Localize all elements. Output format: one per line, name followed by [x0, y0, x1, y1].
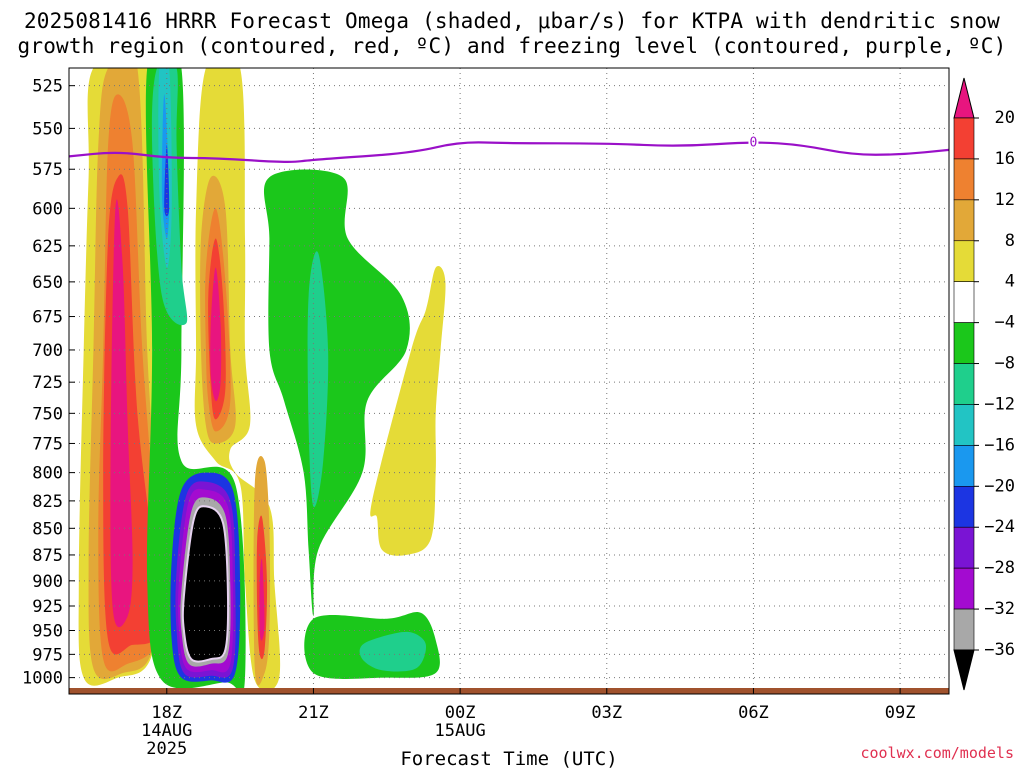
freezing-level-label-bg	[748, 134, 759, 149]
y-tick-label-550: 550	[32, 119, 63, 139]
y-tick-label-900: 900	[32, 572, 63, 592]
y-tick-label-875: 875	[32, 546, 63, 566]
omega-region-neg20-9	[164, 145, 170, 217]
colorbar-box-10	[953, 526, 975, 569]
x-tick-label-03Z: 03Z	[591, 703, 622, 723]
colorbar-box-0	[953, 117, 975, 160]
colorbar-box-8	[953, 445, 975, 487]
y-tick-label-625: 625	[32, 237, 63, 257]
chart-title-line-1: 2025081416 HRRR Forecast Omega (shaded, …	[23, 9, 1001, 33]
colorbar-top-arrow	[953, 77, 975, 119]
colorbar-label-11: −28	[984, 558, 1015, 578]
freezing-level-contour	[68, 141, 950, 163]
colorbar-box-5	[953, 322, 975, 364]
omega-region-neg8-26	[359, 631, 427, 672]
omega-shading-layer	[69, 68, 949, 694]
colorbar-label-2: 12	[995, 190, 1015, 210]
y-tick-label-825: 825	[32, 492, 63, 512]
colorbar-label-0: 20	[995, 108, 1015, 128]
colorbar-label-10: −24	[984, 517, 1015, 537]
omega-region-neg4-23	[263, 169, 410, 616]
contour-layer: 0	[68, 134, 950, 663]
y-tick-label-750: 750	[32, 404, 63, 424]
omega-region-20-4	[110, 199, 133, 628]
omega-region-20-17	[259, 558, 265, 641]
freezing-level-label: 0	[750, 136, 758, 151]
colorbar-box-6	[953, 363, 975, 405]
colorbar: 20 16 12 8 4 −4 −8 −12 −16 −20 −24 −28 −32 −36	[953, 77, 1015, 691]
colorbar-box-3	[953, 240, 975, 282]
x-axis-title: Forecast Time (UTC)	[400, 748, 617, 768]
omega-region-4-27	[370, 265, 446, 556]
y-tick-label-675: 675	[32, 308, 63, 328]
colorbar-label-6: −8	[995, 354, 1015, 374]
y-tick-label-1000: 1000	[22, 669, 63, 689]
y-tick-label-775: 775	[32, 434, 63, 454]
grid-layer	[69, 68, 949, 694]
colorbar-label-12: −32	[984, 599, 1015, 619]
y-tick-label-700: 700	[32, 341, 63, 361]
plot-frame	[68, 67, 950, 695]
colorbar-box-7	[953, 404, 975, 446]
y-tick-label-725: 725	[32, 373, 63, 393]
y-tick-label-575: 575	[32, 160, 63, 180]
colorbar-box-1	[953, 158, 975, 201]
colorbar-bottom-arrow	[953, 649, 975, 691]
omega-region-neg40-22	[182, 506, 229, 662]
colorbar-label-1: 16	[995, 149, 1015, 169]
x-tick-label-18Z: 18Z	[151, 703, 182, 723]
axes-layer: 525 550 575 600 625 650 675 700 725 750 775 800 825 8…	[22, 67, 950, 759]
surface-bar	[69, 688, 949, 694]
y-tick-label-925: 925	[32, 597, 63, 617]
chart-title-line-2: growth region (contoured, red, ºC) and f…	[17, 34, 1007, 58]
omega-region-20-14	[210, 267, 222, 402]
colorbar-box-12	[953, 608, 975, 651]
y-tick-label-950: 950	[32, 621, 63, 641]
x-tick-label-00Z: 00Z	[445, 703, 476, 723]
x-tick-sublabel-18Z-1: 2025	[146, 739, 187, 759]
colorbar-box-11	[953, 567, 975, 610]
site-credit: coolwx.com/models	[860, 744, 1014, 762]
x-tick-label-06Z: 06Z	[738, 703, 769, 723]
omega-region-neg8-24	[307, 251, 329, 508]
colorbar-label-3: 8	[1005, 231, 1015, 251]
colorbar-label-13: −36	[984, 640, 1015, 660]
y-tick-label-850: 850	[32, 519, 63, 539]
colorbar-box-2	[953, 199, 975, 242]
colorbar-label-9: −20	[984, 476, 1015, 496]
colorbar-label-4: 4	[1005, 272, 1015, 292]
y-tick-label-600: 600	[32, 199, 63, 219]
y-tick-label-975: 975	[32, 645, 63, 665]
colorbar-box-9	[953, 486, 975, 528]
y-tick-label-800: 800	[32, 464, 63, 484]
colorbar-label-5: −4	[995, 313, 1015, 333]
colorbar-label-8: −16	[984, 435, 1015, 455]
dendritic-growth-contour	[181, 505, 230, 663]
y-tick-label-525: 525	[32, 77, 63, 97]
y-tick-label-650: 650	[32, 273, 63, 293]
colorbar-box-4	[953, 281, 975, 323]
x-tick-label-21Z: 21Z	[298, 703, 329, 723]
x-tick-sublabel-00Z-0: 15AUG	[435, 721, 486, 741]
colorbar-label-7: −12	[984, 394, 1015, 414]
x-tick-sublabel-18Z-0: 14AUG	[141, 721, 192, 741]
x-tick-label-09Z: 09Z	[885, 703, 916, 723]
